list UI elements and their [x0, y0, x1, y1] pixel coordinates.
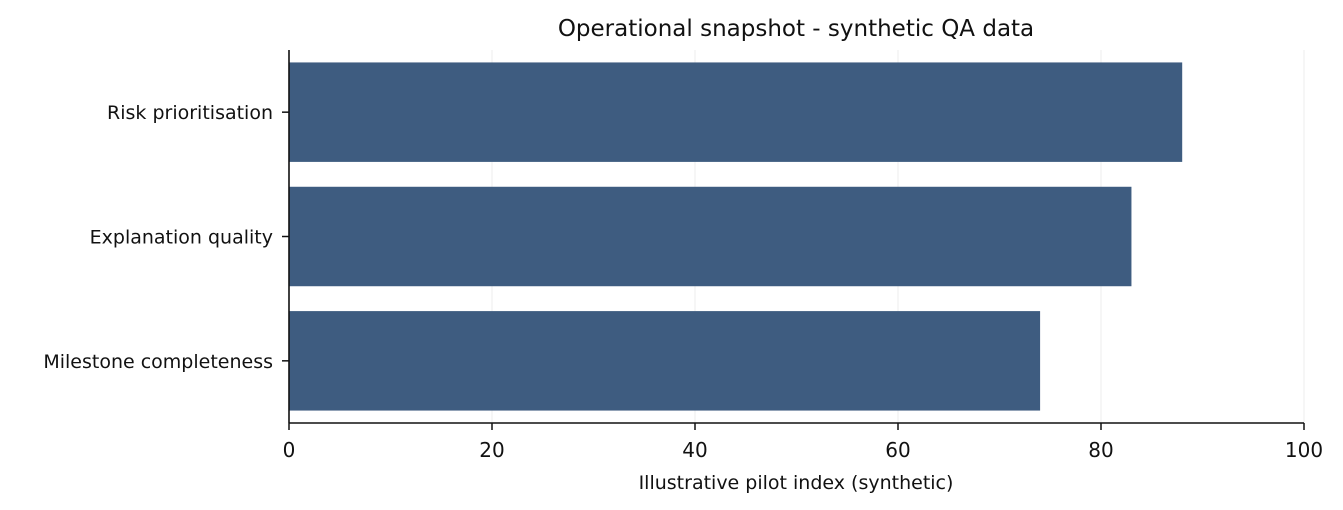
- y-tick-label: Risk prioritisation: [107, 102, 273, 124]
- x-tick-label: 80: [1088, 438, 1113, 462]
- bars: [289, 62, 1183, 411]
- x-tick-label: 0: [283, 438, 296, 462]
- bar: [289, 62, 1183, 162]
- bar: [289, 311, 1041, 411]
- y-axis-ticks: Risk prioritisation Explanation quality Mi…: [43, 102, 289, 373]
- x-axis-ticks: 0 20 40 60 80 100: [283, 423, 1323, 462]
- y-tick-label: Explanation quality: [90, 227, 273, 249]
- x-axis-label: Illustrative pilot index (synthetic): [639, 472, 954, 494]
- bar: [289, 186, 1132, 287]
- x-tick-label: 60: [885, 438, 910, 462]
- chart-title: Operational snapshot - synthetic QA data: [558, 16, 1034, 42]
- x-tick-label: 20: [479, 438, 504, 462]
- x-tick-label: 100: [1285, 438, 1323, 462]
- x-tick-label: 40: [682, 438, 707, 462]
- y-tick-label: Milestone completeness: [43, 351, 273, 373]
